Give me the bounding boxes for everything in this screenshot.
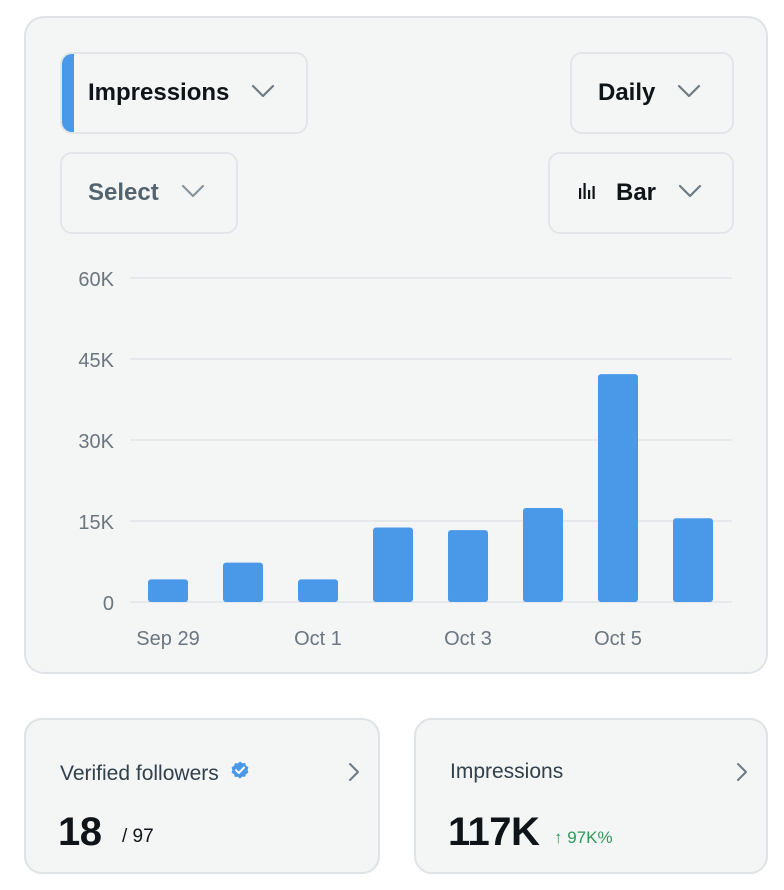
verified-followers-count: 18 bbox=[58, 810, 102, 854]
compare-dropdown[interactable]: Select bbox=[60, 152, 238, 234]
period-dropdown-label: Daily bbox=[598, 79, 656, 106]
compare-dropdown-label: Select bbox=[88, 179, 159, 206]
chevron-right-icon[interactable] bbox=[736, 762, 748, 787]
verified-badge-icon bbox=[229, 760, 251, 788]
chart-type-dropdown[interactable]: Bar bbox=[548, 152, 734, 234]
dropdown-accent-bar bbox=[62, 54, 74, 132]
chart-bar[interactable] bbox=[448, 530, 488, 602]
chart-bar[interactable] bbox=[523, 508, 563, 602]
impressions-bar-chart: 0 15K 30K 45K 60K Sep 29 Oct 1 Oct 3 Oct 5 bbox=[78, 269, 732, 650]
y-tick-label: 15K bbox=[78, 512, 114, 534]
verified-followers-title: Verified followers bbox=[60, 762, 219, 785]
chart-bar[interactable] bbox=[373, 527, 413, 602]
chevron-down-icon bbox=[181, 184, 205, 203]
chart-bar[interactable] bbox=[223, 562, 263, 602]
impressions-card[interactable]: Impressions 117K ↑ 97K% bbox=[414, 718, 768, 874]
impressions-card-title: Impressions bbox=[450, 760, 564, 783]
card-title: Impressions bbox=[450, 760, 563, 784]
chart-bar[interactable] bbox=[298, 579, 338, 602]
metric-dropdown[interactable]: Impressions bbox=[60, 52, 308, 134]
verified-followers-card[interactable]: Verified followers 18 / 97 bbox=[24, 718, 380, 874]
period-dropdown[interactable]: Daily bbox=[570, 52, 734, 134]
x-tick-label: Oct 3 bbox=[444, 628, 492, 650]
x-tick-label: Oct 5 bbox=[594, 628, 642, 650]
bar-chart-icon bbox=[578, 182, 596, 205]
x-tick-label: Oct 1 bbox=[294, 628, 342, 650]
chart-bar[interactable] bbox=[673, 518, 713, 602]
chevron-down-icon bbox=[677, 84, 701, 103]
chevron-down-icon bbox=[678, 184, 702, 203]
analytics-panel: Impressions Daily Select Bar 0 15K bbox=[24, 16, 768, 674]
y-tick-label: 60K bbox=[78, 269, 114, 291]
y-tick-label: 0 bbox=[103, 593, 114, 615]
card-title: Verified followers bbox=[60, 760, 251, 788]
chevron-down-icon bbox=[251, 84, 275, 103]
x-tick-label: Sep 29 bbox=[136, 628, 199, 650]
metric-dropdown-label: Impressions bbox=[88, 79, 230, 106]
impressions-delta: ↑ 97K% bbox=[554, 828, 613, 847]
chevron-right-icon[interactable] bbox=[348, 762, 360, 787]
impressions-count: 117K bbox=[448, 810, 540, 854]
chart-bar[interactable] bbox=[148, 579, 188, 602]
followers-total: / 97 bbox=[122, 826, 154, 847]
y-tick-label: 30K bbox=[78, 431, 114, 453]
chart-type-dropdown-label: Bar bbox=[616, 179, 657, 206]
chart-bar[interactable] bbox=[598, 374, 638, 602]
y-tick-label: 45K bbox=[78, 350, 114, 372]
